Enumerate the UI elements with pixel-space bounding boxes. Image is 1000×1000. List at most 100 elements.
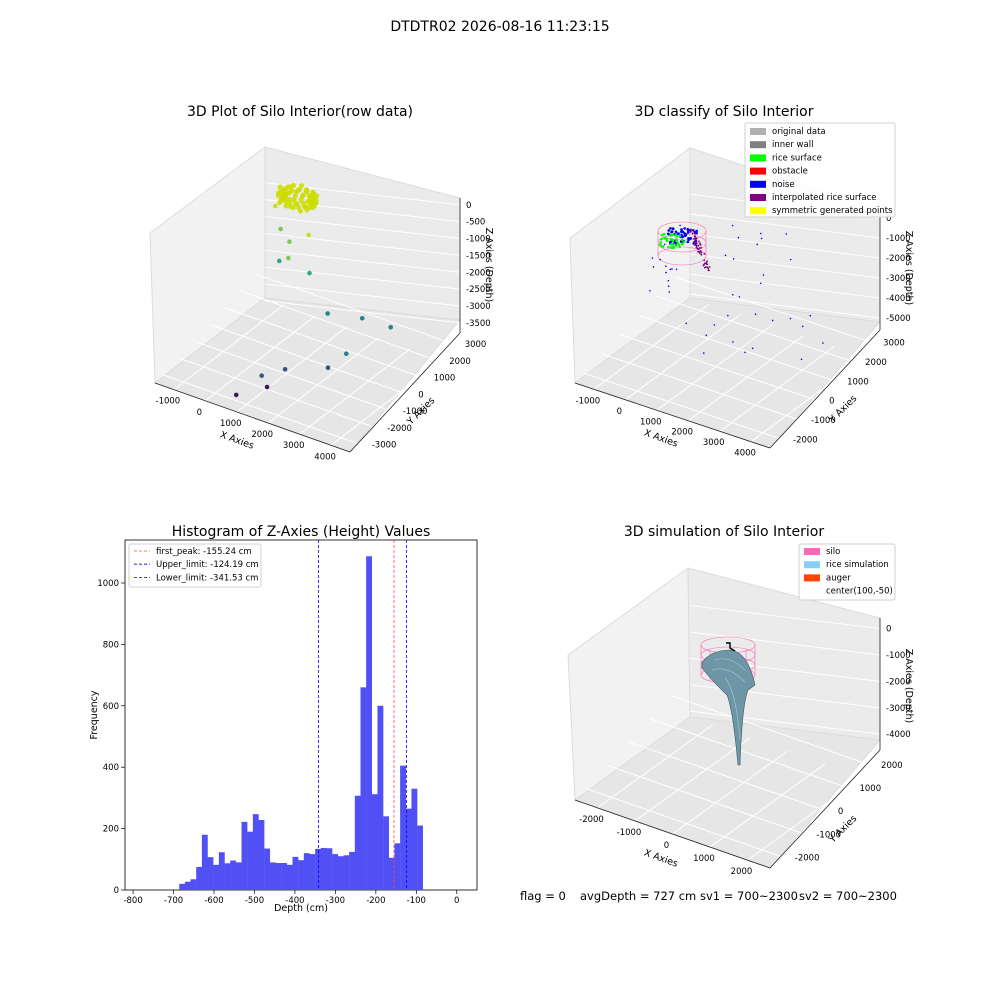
simulation-3d-title: 3D simulation of Silo Interior xyxy=(624,524,825,540)
scatter-point xyxy=(273,203,278,209)
interpolated-point xyxy=(700,246,703,249)
noise-point xyxy=(659,258,662,261)
x-gridline xyxy=(299,348,410,435)
noise-point xyxy=(727,314,729,317)
histogram-bar xyxy=(371,794,378,890)
legend-label: noise xyxy=(772,180,795,190)
noise-point xyxy=(713,324,716,326)
histogram-bar xyxy=(190,879,197,890)
cluster-point xyxy=(298,183,305,189)
rice-surface-point xyxy=(680,238,684,242)
classify-3d-x-tick: -1000 xyxy=(576,396,601,406)
noise-point xyxy=(675,268,678,271)
classify-3d-z-tick: 0 xyxy=(886,214,891,224)
noise-point xyxy=(667,229,671,232)
raw-3d-z-tick: -3500 xyxy=(466,319,491,329)
histogram-x-tick: -600 xyxy=(204,896,223,906)
noise-point xyxy=(754,313,757,316)
interpolated-point xyxy=(698,240,700,243)
histogram-bar xyxy=(292,856,299,890)
histogram-title: Histogram of Z-Axies (Height) Values xyxy=(172,524,431,540)
cluster-point xyxy=(283,203,289,209)
noise-point xyxy=(801,325,804,328)
y-gridline xyxy=(178,357,374,428)
raw-3d-x-tick: -1000 xyxy=(156,397,181,407)
legend-swatch xyxy=(804,574,820,582)
histogram-y-tick: 800 xyxy=(103,640,119,650)
classify-3d-z-label: Z Axies (Depth) xyxy=(903,231,914,305)
raw-3d-x-tick: 4000 xyxy=(314,452,336,462)
legend-swatch xyxy=(750,180,766,188)
scatter-point xyxy=(264,384,270,390)
x-gridline xyxy=(750,356,867,443)
legend-swatch xyxy=(750,141,766,149)
noise-point xyxy=(686,229,690,232)
simulation-3d-x-axis xyxy=(574,799,771,869)
histogram-frame xyxy=(124,539,478,891)
rice-surface-point xyxy=(665,237,668,241)
histogram-bar xyxy=(411,788,418,890)
histogram-bar xyxy=(388,857,395,890)
rice-surface-point xyxy=(674,244,678,247)
noise-point xyxy=(686,231,690,234)
simulation-3d-x-tick: -2000 xyxy=(579,815,604,825)
noise-point xyxy=(665,271,667,274)
simulation-3d-auger xyxy=(726,642,736,652)
rice-surface-point xyxy=(670,246,673,250)
histogram-x-tick: -400 xyxy=(285,896,304,906)
scatter-point xyxy=(325,365,331,370)
simulation-3d-x-tick: 0 xyxy=(664,841,669,851)
histogram-ticks: -800 -700 -600 -500 -400 -300 -200 -100 0 0 200 400… xyxy=(97,579,459,906)
noise-point xyxy=(732,293,734,296)
histogram-bar xyxy=(303,853,310,890)
x-gridline xyxy=(672,750,788,835)
noise-point xyxy=(676,232,680,236)
z-gridline xyxy=(689,631,881,656)
interpolated-point xyxy=(703,259,706,262)
y-gridline xyxy=(585,787,781,857)
classify-3d-y-tick: 3000 xyxy=(883,339,905,349)
histogram-x-tick: -500 xyxy=(245,896,264,906)
noise-point xyxy=(686,240,690,244)
histogram-bar xyxy=(275,862,282,890)
noise-point xyxy=(667,279,670,282)
histogram-bar xyxy=(224,863,231,890)
noise-point xyxy=(744,351,746,354)
histogram-bar xyxy=(196,866,203,890)
raw-3d-title: 3D Plot of Silo Interior(row data) xyxy=(187,104,413,120)
x-gridline xyxy=(236,326,348,413)
histogram-bar xyxy=(252,814,259,890)
z-gridline xyxy=(264,216,461,239)
rice-surface-point xyxy=(675,235,679,238)
interpolated-point xyxy=(695,244,698,247)
z-gridline xyxy=(689,233,881,259)
interpolated-point xyxy=(697,244,700,247)
histogram-bar xyxy=(377,705,384,890)
x-gridline xyxy=(597,724,713,809)
y-gridline xyxy=(240,290,436,361)
histogram-bar xyxy=(360,687,367,890)
rice-surface-point xyxy=(671,242,674,246)
legend-label: interpolated rice surface xyxy=(772,193,877,203)
z-gridline xyxy=(689,253,881,279)
flag-text: flag = 0 xyxy=(520,889,566,903)
noise-point xyxy=(756,243,759,246)
y-gridline xyxy=(607,764,803,834)
y-gridline xyxy=(209,323,405,394)
histogram-bar xyxy=(230,860,237,890)
scatter-point xyxy=(233,392,239,398)
x-gridline xyxy=(747,776,863,861)
z-gridline xyxy=(264,266,461,290)
noise-point xyxy=(724,254,727,257)
noise-point xyxy=(785,233,788,235)
noise-point xyxy=(671,227,675,230)
noise-point xyxy=(789,258,792,261)
histogram-bar xyxy=(247,831,254,890)
histogram-y-tick: 400 xyxy=(103,763,119,773)
histogram-bar xyxy=(315,848,322,890)
y-gridline xyxy=(628,741,825,811)
x-gridline xyxy=(719,345,835,432)
interpolated-point xyxy=(705,266,707,268)
cluster-point xyxy=(311,191,317,197)
histogram-y-tick: 1000 xyxy=(97,579,119,589)
